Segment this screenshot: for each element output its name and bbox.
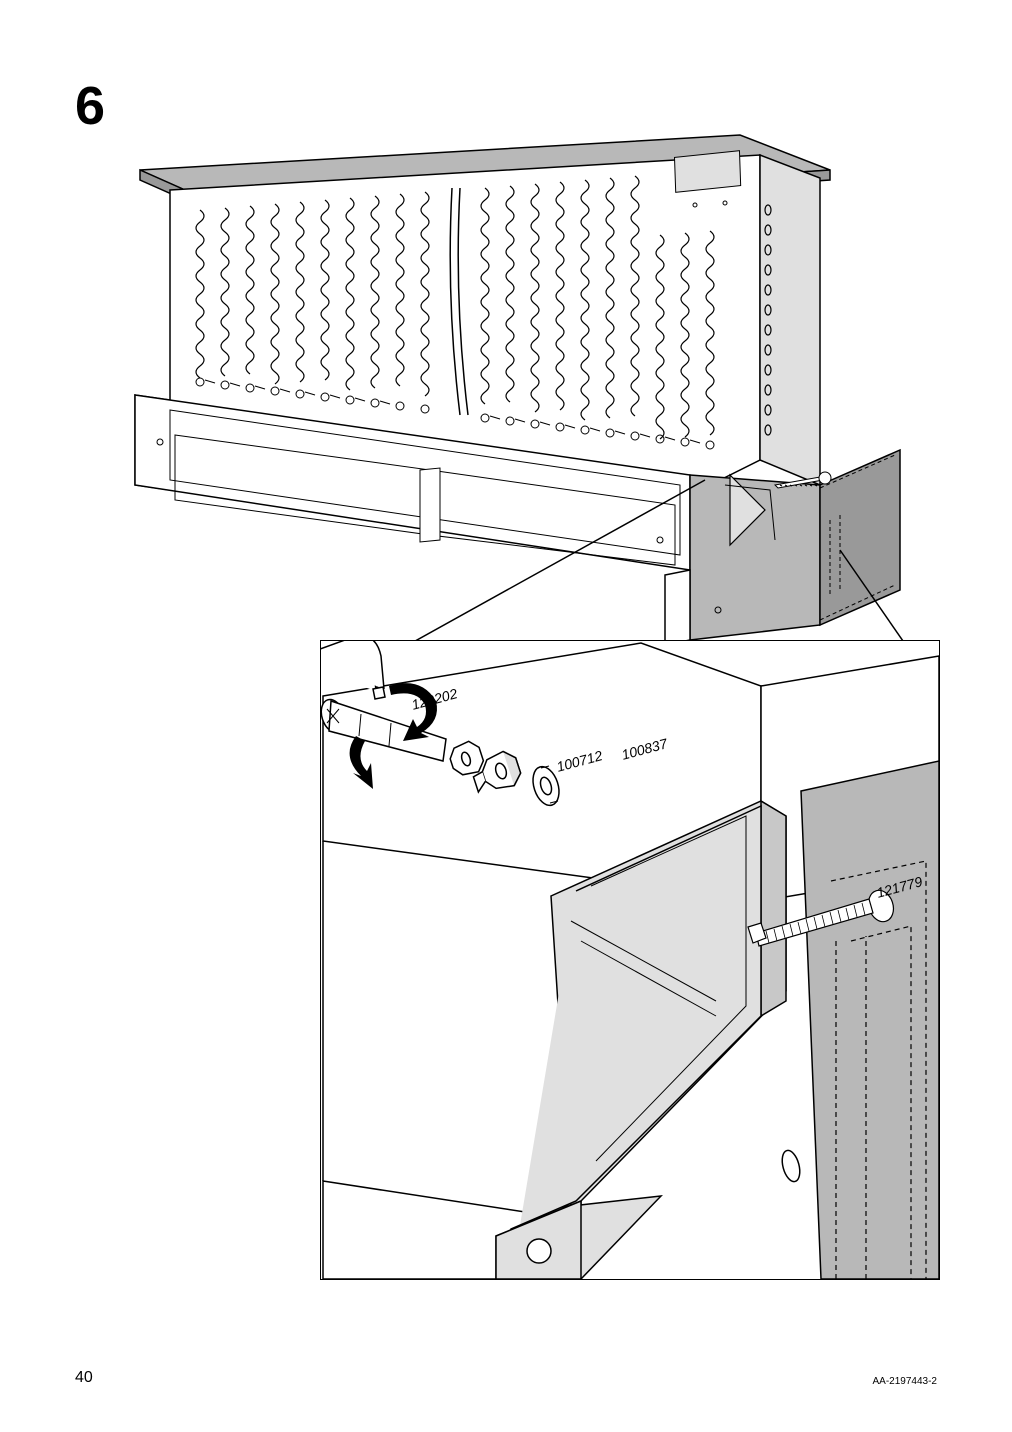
overview-diagram [120, 120, 940, 660]
detail-diagram-box: 120202 100712 100837 121779 [320, 640, 940, 1280]
step-number: 6 [75, 75, 105, 137]
page-number: 40 [75, 1369, 93, 1387]
document-id: AA-2197443-2 [873, 1376, 938, 1387]
